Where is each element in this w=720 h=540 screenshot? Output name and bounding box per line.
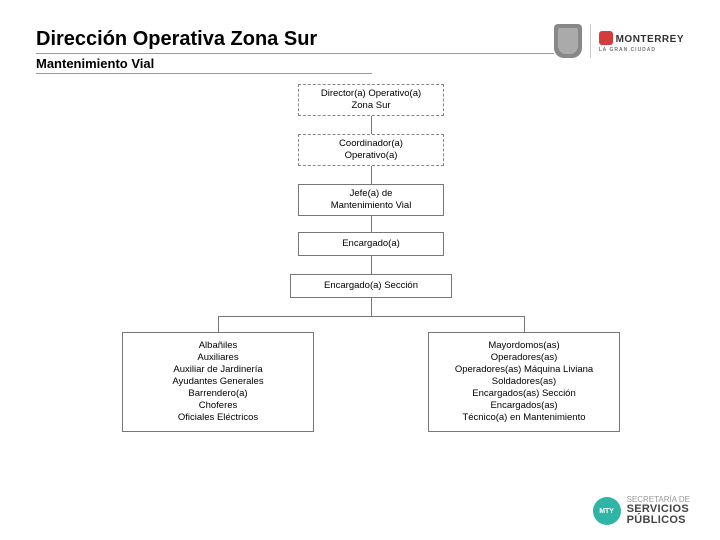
- node-line: Director(a) Operativo(a): [305, 88, 437, 100]
- titles: Dirección Operativa Zona Sur Mantenimien…: [36, 28, 554, 74]
- footer-logo: MTY SECRETARÍA DE SERVICIOS PÚBLICOS: [593, 496, 690, 526]
- node-line: Auxiliares: [129, 352, 307, 364]
- node-line: Choferes: [129, 400, 307, 412]
- node-line: Ayudantes Generales: [129, 376, 307, 388]
- node-line: Encargado(a): [305, 238, 437, 250]
- monterrey-logo: MONTERREY LA GRAN CIUDAD: [599, 29, 684, 53]
- connector-0: [371, 116, 372, 134]
- monterrey-label-text: MONTERREY: [616, 34, 684, 45]
- node-line: Auxiliar de Jardinería: [129, 364, 307, 376]
- node-seccion: Encargado(a) Sección: [290, 274, 452, 298]
- connector-4: [371, 298, 372, 316]
- connector-5: [218, 316, 524, 317]
- servicios-main2: PÚBLICOS: [627, 515, 690, 526]
- node-line: Jefe(a) de: [305, 188, 437, 200]
- node-line: Encargados(as): [435, 400, 613, 412]
- node-coord: Coordinador(a)Operativo(a): [298, 134, 444, 166]
- node-right: Mayordomos(as)Operadores(as)Operadores(a…: [428, 332, 620, 432]
- header: Dirección Operativa Zona Sur Mantenimien…: [0, 0, 720, 80]
- logo-separator: [590, 24, 591, 58]
- node-line: Soldadores(as): [435, 376, 613, 388]
- org-chart: Director(a) Operativo(a)Zona Sur Coordina…: [0, 80, 720, 480]
- monterrey-mark-icon: [599, 31, 613, 45]
- node-line: Coordinador(a): [305, 138, 437, 150]
- monterrey-tag: LA GRAN CIUDAD: [599, 48, 684, 53]
- page-title: Dirección Operativa Zona Sur: [36, 28, 554, 54]
- header-logos: MONTERREY LA GRAN CIUDAD: [554, 24, 684, 58]
- page-subtitle: Mantenimiento Vial: [36, 56, 372, 74]
- connector-2: [371, 216, 372, 232]
- servicios-text: SECRETARÍA DE SERVICIOS PÚBLICOS: [627, 496, 690, 526]
- connector-7: [524, 316, 525, 332]
- connector-3: [371, 256, 372, 274]
- node-encargado: Encargado(a): [298, 232, 444, 256]
- node-director: Director(a) Operativo(a)Zona Sur: [298, 84, 444, 116]
- node-line: Operadores(as): [435, 352, 613, 364]
- node-line: Operadores(as) Máquina Liviana: [435, 364, 613, 376]
- servicios-mark-text: MTY: [599, 508, 614, 515]
- node-line: Oficiales Eléctricos: [129, 412, 307, 424]
- shield-icon: [554, 24, 582, 58]
- node-line: Encargado(a) Sección: [297, 280, 445, 292]
- node-line: Operativo(a): [305, 150, 437, 162]
- node-line: Zona Sur: [305, 100, 437, 112]
- connector-1: [371, 166, 372, 184]
- node-line: Barrendero(a): [129, 388, 307, 400]
- node-line: Mantenimiento Vial: [305, 200, 437, 212]
- connector-6: [218, 316, 219, 332]
- node-line: Mayordomos(as): [435, 340, 613, 352]
- servicios-mark-icon: MTY: [593, 497, 621, 525]
- node-jefe: Jefe(a) deMantenimiento Vial: [298, 184, 444, 216]
- node-line: Encargados(as) Sección: [435, 388, 613, 400]
- node-left: AlbañilesAuxiliaresAuxiliar de Jardinerí…: [122, 332, 314, 432]
- node-line: Albañiles: [129, 340, 307, 352]
- node-line: Técnico(a) en Mantenimiento: [435, 412, 613, 424]
